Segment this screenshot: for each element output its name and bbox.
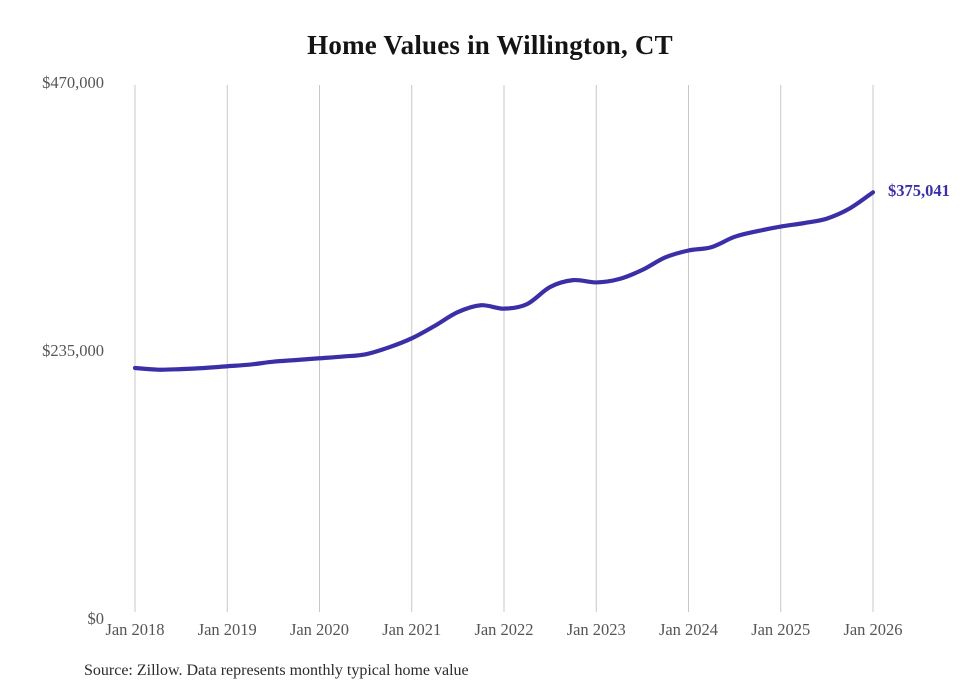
x-tick-label-jan-2024: Jan 2024: [658, 620, 719, 639]
x-tick-label-jan-2018: Jan 2018: [105, 620, 165, 639]
source-note: Source: Zillow. Data represents monthly …: [84, 662, 469, 679]
x-tick-label-jan-2025: Jan 2025: [751, 620, 811, 639]
home-value-series-line: [132, 190, 876, 372]
x-tick-label-jan-2019: Jan 2019: [197, 620, 257, 639]
x-tick-label-jan-2022: Jan 2022: [474, 620, 534, 639]
end-point-value-label: $375,041: [888, 181, 950, 201]
y-tick-label-0: $0: [87, 609, 105, 628]
x-tick-label-jan-2021: Jan 2021: [382, 620, 442, 639]
y-tick-label-470000: $470,000: [42, 73, 104, 92]
x-tick-label-jan-2020: Jan 2020: [289, 620, 350, 639]
chart-title: Home Values in Willington, CT: [307, 30, 673, 60]
y-tick-label-235000: $235,000: [42, 341, 104, 360]
x-tick-label-jan-2023: Jan 2023: [566, 620, 626, 639]
x-tick-label-jan-2026: Jan 2026: [843, 620, 903, 639]
